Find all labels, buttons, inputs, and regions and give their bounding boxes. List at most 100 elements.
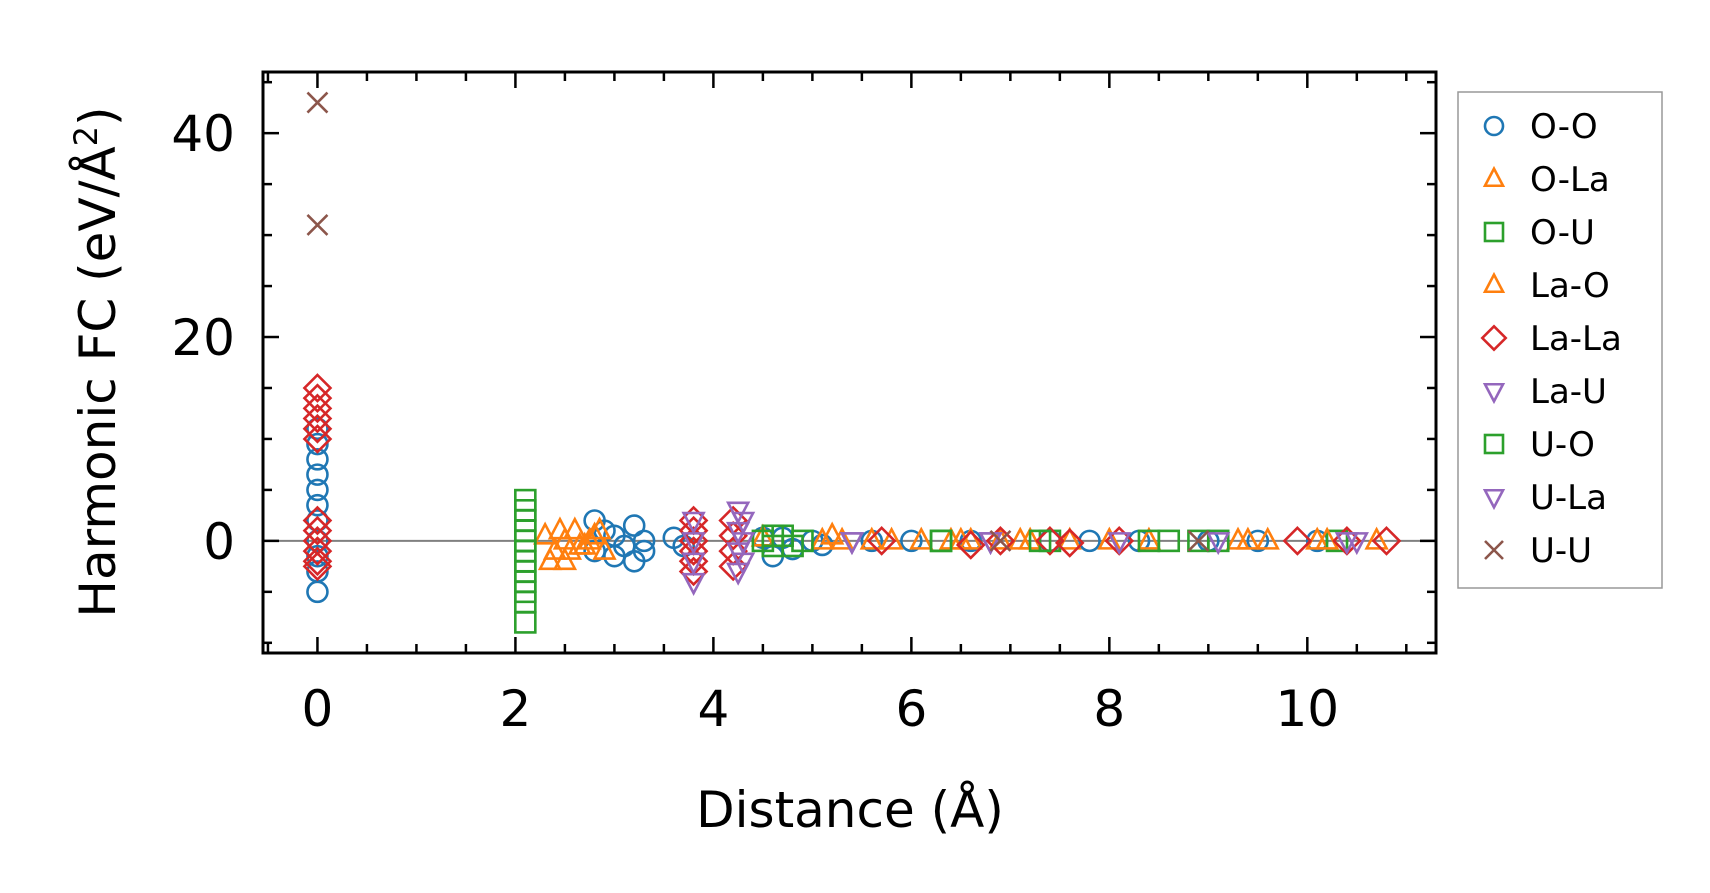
x-tick-label: 2 xyxy=(500,680,532,738)
data-point xyxy=(678,536,709,566)
data-point xyxy=(1246,529,1270,553)
data-point xyxy=(632,539,656,563)
data-point xyxy=(302,383,333,414)
data-point xyxy=(900,529,923,553)
data-point xyxy=(988,526,1013,550)
data-point xyxy=(1255,526,1280,550)
legend-label: U-O xyxy=(1530,425,1595,465)
data-point xyxy=(306,493,329,517)
data-point xyxy=(306,478,329,502)
data-point xyxy=(306,417,329,441)
y-axis-label-main: Harmonic FC (eV/Å xyxy=(69,146,127,617)
data-point xyxy=(302,546,333,577)
data-point xyxy=(989,529,1012,552)
data-points xyxy=(302,91,1402,634)
legend-marker xyxy=(1480,324,1508,352)
data-point xyxy=(829,526,855,550)
data-point xyxy=(1028,529,1052,553)
x-tick-label: 10 xyxy=(1276,680,1340,738)
data-point xyxy=(725,501,751,525)
legend-marker xyxy=(1482,165,1506,188)
legend-entry: La-La xyxy=(1480,319,1622,359)
legend-marker xyxy=(1482,382,1506,405)
legend-label: O-La xyxy=(1530,160,1610,200)
y-axis-label-close: ) xyxy=(69,106,127,126)
data-point xyxy=(909,526,934,550)
series-U-O xyxy=(761,524,1230,558)
legend-marker xyxy=(1482,271,1506,294)
y-tick-labels: 0 20 40 xyxy=(171,105,235,571)
series-U-La xyxy=(725,501,1360,586)
legend-entry: O-La xyxy=(1482,160,1610,200)
x-tick-label: 8 xyxy=(1093,680,1125,738)
data-point xyxy=(532,521,558,545)
data-point xyxy=(810,526,835,550)
axis-ticks xyxy=(263,72,1436,653)
data-point xyxy=(1187,529,1210,552)
data-point xyxy=(1008,526,1033,550)
data-point xyxy=(866,526,897,556)
legend-entry: U-La xyxy=(1482,478,1607,518)
data-point xyxy=(1107,532,1132,556)
legend-marker xyxy=(1482,488,1506,511)
y-tick-label: 0 xyxy=(203,513,235,571)
legend-marker xyxy=(1484,540,1504,560)
data-point xyxy=(306,463,329,486)
data-point xyxy=(587,516,612,540)
data-point xyxy=(306,509,329,532)
data-point xyxy=(725,542,751,566)
data-point xyxy=(1157,529,1181,553)
x-tick-label: 0 xyxy=(302,680,334,738)
data-point xyxy=(302,413,333,444)
data-point xyxy=(302,551,333,582)
legend-entry: O-U xyxy=(1483,213,1595,253)
data-point xyxy=(302,393,333,424)
series-U-U xyxy=(306,91,1210,552)
legend: O-O O-La O-U La-O La-La La-U U-O U-La U-U xyxy=(1457,91,1663,589)
data-point xyxy=(955,530,986,560)
data-point xyxy=(820,521,845,545)
legend-label: U-U xyxy=(1530,531,1592,571)
data-point xyxy=(632,529,656,553)
data-point xyxy=(781,534,804,558)
data-point xyxy=(1282,526,1313,556)
data-point xyxy=(302,505,333,536)
plot-frame xyxy=(261,70,1438,655)
data-point xyxy=(302,373,333,403)
legend-label: O-U xyxy=(1530,213,1595,253)
data-point xyxy=(306,448,329,471)
data-point xyxy=(567,531,592,555)
data-point xyxy=(725,562,751,586)
legend-label: La-U xyxy=(1530,372,1607,412)
data-point xyxy=(582,521,607,545)
y-tick-label: 40 xyxy=(171,105,235,163)
data-point xyxy=(302,424,333,454)
legend-marker xyxy=(1483,115,1505,137)
data-point xyxy=(537,546,563,571)
legend-entry: U-O xyxy=(1483,425,1595,465)
legend-entry: U-U xyxy=(1484,531,1592,571)
data-point xyxy=(306,432,329,456)
data-point xyxy=(1325,529,1349,553)
data-point xyxy=(306,580,329,604)
legend-entry: La-O xyxy=(1482,266,1610,306)
data-point xyxy=(718,551,749,582)
data-point xyxy=(1057,526,1082,550)
legend-entry: La-U xyxy=(1482,372,1607,412)
x-axis-label: Distance (Å) xyxy=(696,781,1004,839)
legend-label: O-O xyxy=(1530,107,1598,147)
data-point xyxy=(978,532,1003,556)
data-point xyxy=(302,536,333,566)
data-point xyxy=(1364,526,1389,550)
data-point xyxy=(1334,532,1360,556)
x-tick-label: 4 xyxy=(697,680,729,738)
x-tick-label: 6 xyxy=(895,680,927,738)
data-point xyxy=(725,521,751,545)
data-point xyxy=(306,560,329,583)
legend-label: La-La xyxy=(1530,319,1622,359)
data-point xyxy=(547,516,573,540)
data-point xyxy=(306,544,329,568)
data-point xyxy=(859,526,884,550)
y-tick-label: 20 xyxy=(171,309,235,367)
